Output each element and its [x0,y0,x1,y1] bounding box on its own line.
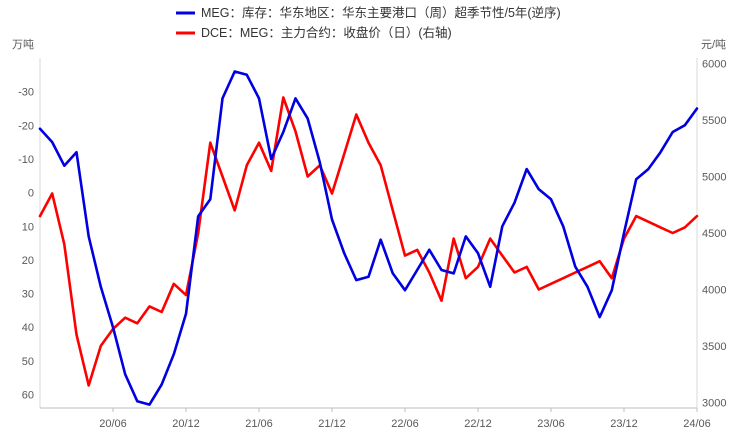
right-tick-label: 5000 [702,172,726,184]
meg-inventory-line [38,70,699,406]
left-tick-label: 30 [22,289,34,301]
x-tick-label: 21/06 [245,418,273,430]
right-tick-label: 6000 [702,59,726,71]
right-tick-label: 5500 [702,115,726,127]
left-tick-label: 20 [22,255,34,267]
x-tick-label: 21/12 [318,418,346,430]
series-layer [38,70,699,406]
x-tick-label: 20/06 [99,418,127,430]
x-tick-label: 23/06 [537,418,565,430]
series-0 [38,70,699,406]
legend: MEG：库存：华东地区：华东主要港口（周）超季节性/5年(逆序) DCE：MEG… [176,5,561,40]
right-tick-label: 3500 [702,341,726,353]
right-axis-unit: 元/吨 [701,38,726,51]
legend-label-dce-meg-price: DCE：MEG：主力合约：收盘价（日）(右轴) [201,25,452,40]
right-tick-label: 3000 [702,397,726,409]
left-tick-label: -30 [18,87,34,99]
dce-meg-price-line [38,96,699,387]
left-tick-label: 40 [22,322,34,334]
x-tick-label: 23/12 [610,418,638,430]
series-1 [38,96,699,387]
legend-label-meg-inventory: MEG：库存：华东地区：华东主要港口（周）超季节性/5年(逆序) [201,5,561,20]
left-axis-unit: 万吨 [12,38,34,51]
left-tick-label: -10 [18,154,34,166]
right-axis-ticks: 3000 3500 4000 4500 5000 5500 6000 [702,59,726,410]
x-tick-label: 20/12 [172,418,200,430]
x-tick-label: 24/06 [683,418,711,430]
right-tick-label: 4500 [702,228,726,240]
left-tick-label: -20 [18,120,34,132]
left-tick-label: 10 [22,221,34,233]
right-tick-label: 4000 [702,284,726,296]
x-tick-label: 22/06 [391,418,419,430]
left-tick-label: 60 [22,390,34,402]
left-axis-ticks: -30 -20 -10 0 10 20 30 40 50 60 [18,87,34,402]
x-axis-ticks: 20/06 20/12 21/06 21/12 22/06 22/12 23/06 23/12… [99,408,711,430]
left-tick-label: 0 [28,188,34,200]
left-tick-label: 50 [22,356,34,368]
x-tick-label: 22/12 [464,418,492,430]
